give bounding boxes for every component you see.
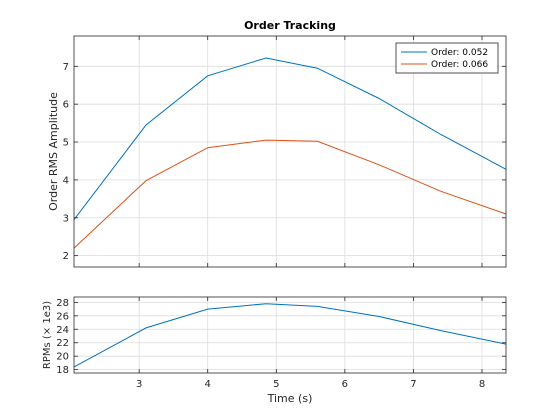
legend: Order: 0.052 Order: 0.066 bbox=[395, 42, 499, 74]
bottom-y-tick-label: 20 bbox=[56, 352, 69, 363]
bottom-y-axis-label: RPMs (× 1e3) bbox=[42, 301, 53, 369]
rpm-axes: 3 4 5 6 7 8 18 20 22 24 26 28 Time (s) RPMs (× 1e3) bbox=[42, 296, 507, 405]
x-tick-label: 7 bbox=[410, 379, 416, 390]
top-y-axis-label: Order RMS Amplitude bbox=[47, 92, 60, 211]
bottom-series-line-0 bbox=[73, 303, 507, 368]
bottom-y-tick-label: 22 bbox=[56, 338, 69, 349]
x-tick-label: 8 bbox=[479, 379, 485, 390]
chart-title: Order Tracking bbox=[244, 19, 336, 32]
top-axes-box bbox=[73, 35, 507, 268]
top-y-tick-label: 6 bbox=[63, 100, 69, 111]
order-tracking-axes: 2 3 4 5 6 7 Order Tracking Order RMS Amplitude O… bbox=[47, 19, 507, 268]
bottom-y-tick-label: 26 bbox=[56, 311, 69, 322]
top-y-tick-label: 4 bbox=[63, 175, 69, 186]
x-axis-label: Time (s) bbox=[267, 392, 313, 405]
top-y-tick-label: 5 bbox=[63, 138, 69, 149]
top-y-tick-label: 2 bbox=[63, 251, 69, 262]
bottom-y-tick-label: 18 bbox=[56, 365, 69, 376]
top-series-line-1 bbox=[73, 139, 507, 249]
top-y-tick-label: 3 bbox=[63, 213, 69, 224]
legend-box bbox=[395, 42, 499, 74]
legend-entry-1: Order: 0.066 bbox=[431, 60, 488, 70]
top-series-line-0 bbox=[73, 57, 507, 221]
top-plot-area bbox=[74, 36, 506, 267]
bottom-axes-box bbox=[73, 296, 507, 374]
bottom-y-tick-label: 28 bbox=[56, 298, 69, 309]
legend-entry-0: Order: 0.052 bbox=[431, 48, 488, 58]
top-y-tick-label: 7 bbox=[63, 62, 69, 73]
x-tick-label: 4 bbox=[205, 379, 211, 390]
x-tick-label: 5 bbox=[273, 379, 279, 390]
bottom-plot-area bbox=[74, 297, 506, 373]
x-tick-label: 6 bbox=[342, 379, 348, 390]
x-tick-label: 3 bbox=[136, 379, 142, 390]
bottom-y-tick-label: 24 bbox=[56, 325, 69, 336]
